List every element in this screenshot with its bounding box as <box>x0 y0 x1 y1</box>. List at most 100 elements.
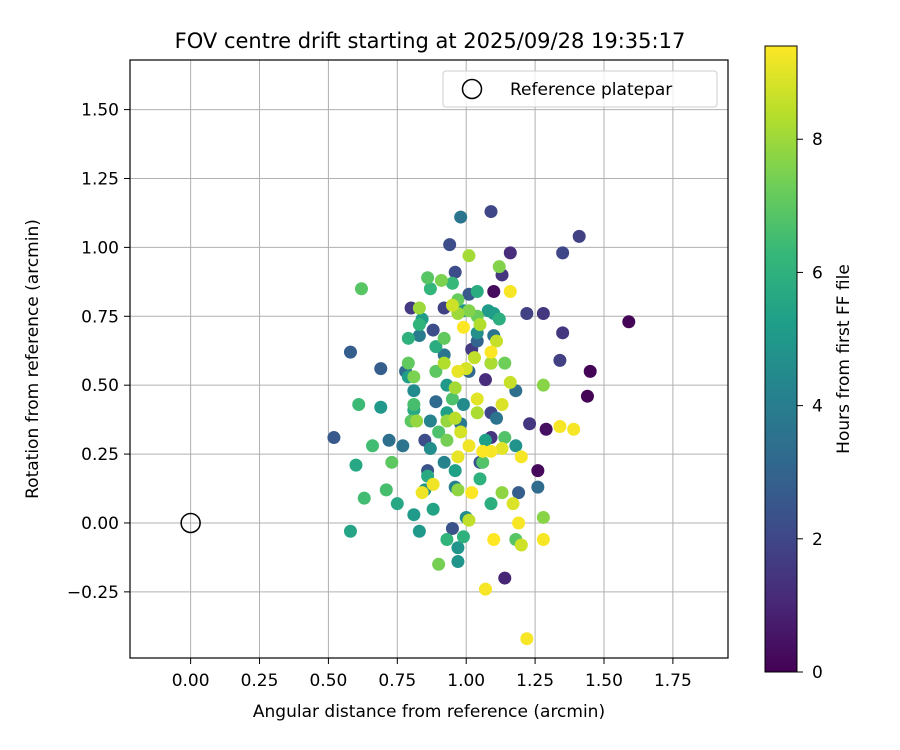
y-tick-label: 0.75 <box>81 307 119 327</box>
y-tick-label: −0.25 <box>67 583 119 603</box>
colorbar <box>764 45 798 673</box>
data-point <box>366 439 380 453</box>
y-tick-label: 0.00 <box>81 514 119 534</box>
data-point <box>520 307 534 321</box>
data-point <box>553 420 567 434</box>
data-point <box>476 444 490 458</box>
data-point <box>495 486 509 500</box>
data-point <box>451 364 465 378</box>
data-point <box>487 533 501 547</box>
x-tick-label: 1.50 <box>585 671 623 691</box>
data-point <box>503 375 517 389</box>
data-point <box>509 439 523 453</box>
data-point <box>448 464 462 478</box>
data-point <box>407 370 421 384</box>
data-point <box>429 340 443 354</box>
y-tick-label: 1.25 <box>81 169 119 189</box>
data-point <box>412 329 426 343</box>
data-point <box>407 508 421 522</box>
data-point <box>498 571 512 585</box>
colorbar-ticks: 0 2 4 6 8 <box>797 130 823 683</box>
legend-label-reference: Reference platepar <box>510 80 672 100</box>
data-point <box>379 483 393 497</box>
data-point <box>503 284 517 298</box>
data-point <box>520 632 534 646</box>
colorbar-tick-label: 4 <box>812 397 823 417</box>
data-point <box>454 210 468 224</box>
data-point <box>382 433 396 447</box>
y-tick-label: 0.25 <box>81 445 119 465</box>
colorbar-tick-label: 6 <box>812 263 823 283</box>
legend-reference-marker <box>461 78 483 100</box>
data-point <box>484 205 498 219</box>
data-point <box>478 373 492 387</box>
y-tick-label: 0.50 <box>81 376 119 396</box>
legend-box <box>442 70 718 108</box>
data-point <box>396 439 410 453</box>
data-point <box>536 378 550 392</box>
x-tick-label: 0.25 <box>241 671 279 691</box>
data-point <box>434 273 448 287</box>
grid <box>130 60 728 658</box>
x-axis-ticks: 0.00 0.25 0.50 0.75 1.00 1.25 1.50 1.75 <box>172 658 692 691</box>
data-point <box>556 326 570 340</box>
data-point <box>478 582 492 596</box>
data-point <box>512 486 526 500</box>
data-point <box>467 351 481 365</box>
x-tick-label: 1.00 <box>447 671 485 691</box>
data-point <box>456 397 470 411</box>
data-point <box>470 392 484 406</box>
data-point <box>445 298 459 312</box>
data-point <box>456 530 470 544</box>
data-point <box>423 414 437 428</box>
data-point <box>423 442 437 456</box>
data-point <box>343 345 357 359</box>
data-point <box>473 318 487 332</box>
data-point <box>490 411 504 425</box>
data-point <box>407 397 421 411</box>
data-point <box>531 464 545 478</box>
data-point <box>349 458 363 472</box>
data-point <box>495 442 509 456</box>
data-point <box>583 364 597 378</box>
data-point <box>451 450 465 464</box>
data-point <box>531 480 545 494</box>
data-point <box>470 406 484 420</box>
data-point <box>352 397 366 411</box>
data-point <box>343 524 357 538</box>
data-point <box>536 533 550 547</box>
data-point <box>401 331 415 345</box>
data-point <box>415 486 429 500</box>
reference-platepar-marker <box>180 512 201 534</box>
data-point <box>484 356 498 370</box>
data-point <box>354 282 368 296</box>
data-point <box>410 414 424 428</box>
data-point <box>495 397 509 411</box>
data-point <box>451 483 465 497</box>
data-point <box>448 265 462 279</box>
data-point <box>462 513 476 527</box>
x-tick-label: 0.50 <box>309 671 347 691</box>
data-point <box>478 433 492 447</box>
data-point <box>445 521 459 535</box>
data-point <box>437 356 451 370</box>
scatter-points <box>327 205 636 646</box>
data-point <box>462 249 476 263</box>
data-point <box>440 433 454 447</box>
y-axis-label: Rotation from reference (arcmin) <box>23 219 43 499</box>
data-point <box>451 541 465 555</box>
data-point <box>572 229 586 243</box>
data-point <box>357 491 371 505</box>
data-point <box>429 364 443 378</box>
data-point <box>437 331 451 345</box>
data-point <box>440 533 454 547</box>
data-point <box>443 238 457 252</box>
data-point <box>412 318 426 332</box>
data-point <box>492 260 506 274</box>
colorbar-tick-label: 0 <box>812 663 823 683</box>
plot-frame <box>129 59 729 659</box>
chart-title: FOV centre drift starting at 2025/09/28 … <box>175 29 686 53</box>
y-tick-label: 1.50 <box>81 101 119 121</box>
data-point <box>536 510 550 524</box>
